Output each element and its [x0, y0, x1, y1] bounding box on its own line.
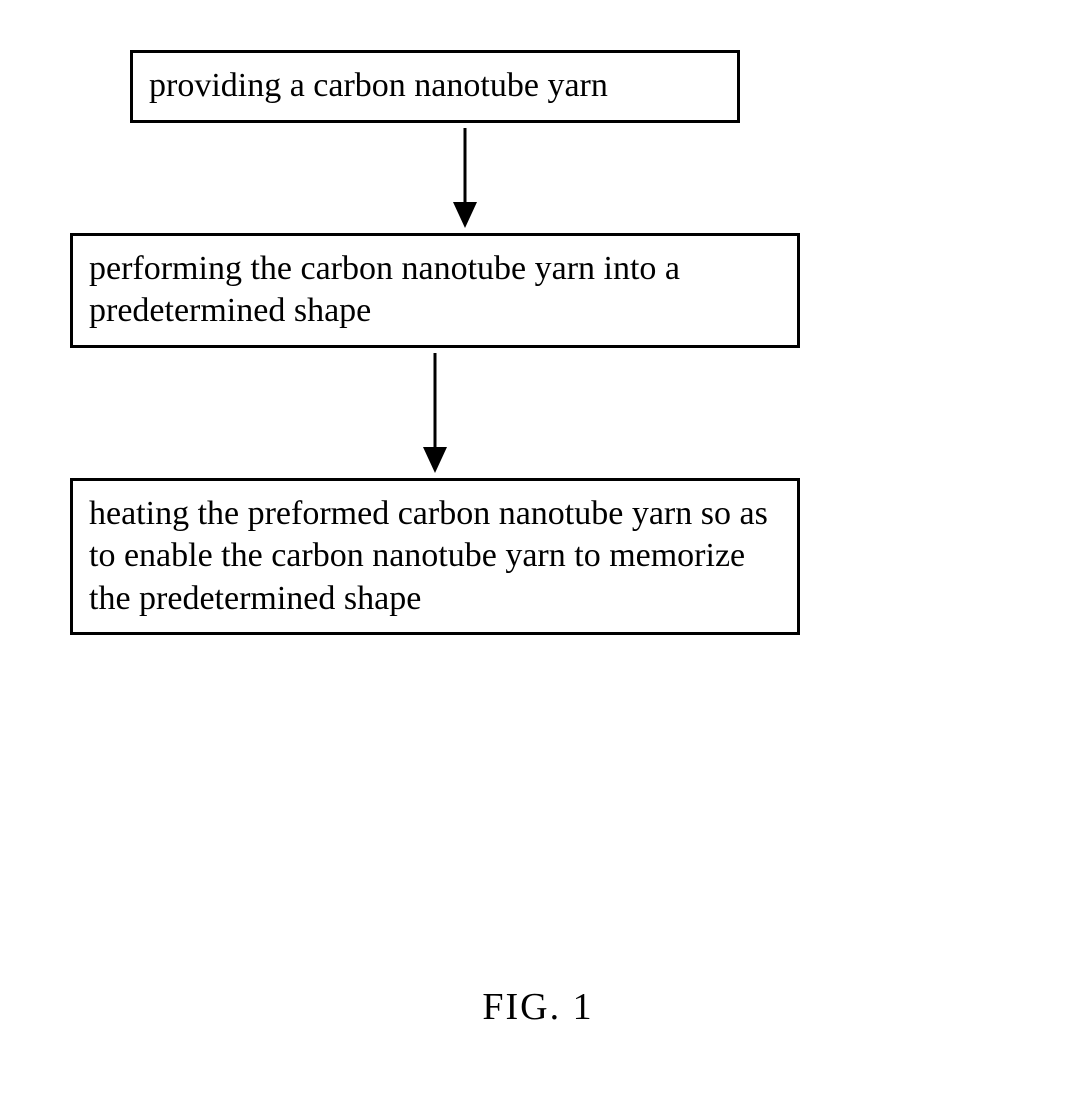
flowchart-node-step1: providing a carbon nanotube yarn [130, 50, 740, 123]
flowchart-arrow-2 [70, 348, 800, 478]
node-text: performing the carbon nanotube yarn into… [89, 248, 781, 333]
flowchart-node-step3: heating the preformed carbon nanotube ya… [70, 478, 800, 636]
flowchart-arrow-1 [130, 123, 800, 233]
flowchart-container: providing a carbon nanotube yarn perform… [70, 50, 800, 635]
flowchart-node-step2: performing the carbon nanotube yarn into… [70, 233, 800, 348]
node-text: heating the preformed carbon nanotube ya… [89, 493, 781, 621]
node-text: providing a carbon nanotube yarn [149, 65, 721, 108]
figure-caption: FIG. 1 [0, 985, 1076, 1029]
